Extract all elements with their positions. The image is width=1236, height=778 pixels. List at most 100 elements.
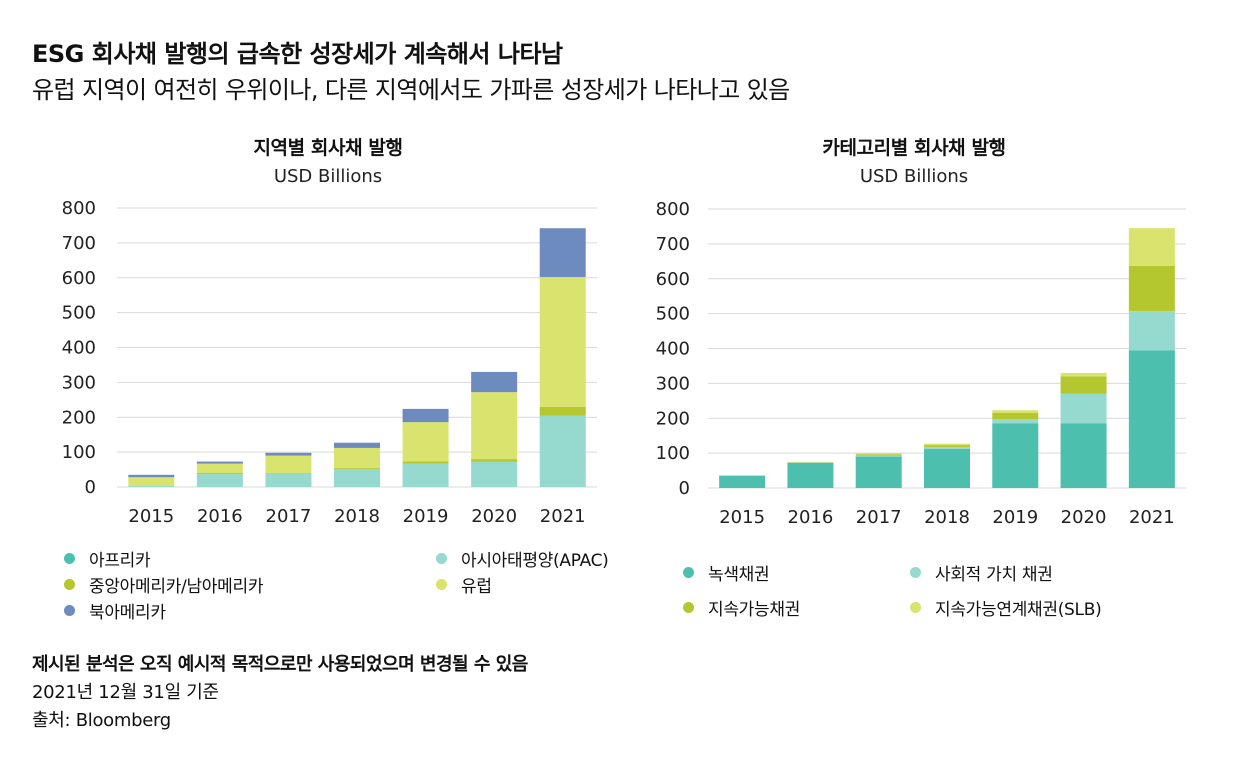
chart-2-bar-2021-series-1: [1128, 311, 1175, 351]
chart-2-category-label: 2016: [788, 507, 834, 528]
chart-2-bar-2021-series-3: [1128, 228, 1175, 266]
chart-2-bar-2019-series-2: [992, 413, 1039, 420]
legend-label: 중앙아메리카/남아메리카: [89, 577, 264, 597]
chart-2-legend-item: 녹색채권: [683, 560, 770, 585]
chart-2-legend-item: 지속가능채권: [683, 595, 800, 620]
chart-2-bar-2018-series-3: [924, 443, 970, 446]
chart-2-ytick-label: 500: [656, 304, 690, 325]
chart-2-legend-item: 사회적 가치 채권: [910, 560, 1053, 585]
chart-1-bar-2016-series-2: [196, 473, 243, 475]
chart-2-bar-2019-series-3: [992, 410, 1039, 414]
chart-2-category-label: 2017: [856, 507, 902, 528]
chart-2-bar-2019-series-0: [992, 423, 1039, 488]
chart-1-category-label: 2015: [128, 506, 174, 527]
chart-1-bar-2020-series-3: [471, 392, 518, 460]
legend-swatch-icon: [436, 553, 447, 564]
chart-2-category-label: 2020: [1061, 507, 1107, 528]
chart-1-bar-2021-series-2: [539, 406, 586, 416]
page-title: ESG 회사채 발행의 급속한 성장세가 계속해서 나타남: [32, 40, 563, 68]
chart-1-bar-2019-series-2: [402, 461, 449, 464]
chart-2-ytick-label: 0: [679, 478, 690, 499]
chart-2-bar-2020-series-1: [1060, 393, 1107, 424]
chart-2-category-label: 2018: [924, 507, 970, 528]
chart-1-ytick-label: 100: [62, 442, 96, 463]
chart-1-legend-item: 아프리카: [64, 546, 151, 571]
legend-label: 북아메리카: [89, 603, 166, 623]
legend-swatch-icon: [436, 579, 447, 590]
chart-2-ytick-label: 600: [656, 269, 690, 290]
footnote-date: 2021년 12월 31일 기준: [32, 682, 219, 703]
chart-1-bar-2015-series-1: [128, 485, 175, 487]
chart-1-bar-2016-series-4: [196, 461, 243, 464]
chart-1-category-label: 2017: [266, 506, 312, 527]
chart-1-bar-2018-series-3: [334, 447, 380, 468]
legend-swatch-icon: [64, 605, 75, 616]
chart-1-bar-2020-series-4: [471, 371, 518, 393]
chart-1-bar-2020-series-1: [471, 461, 518, 487]
chart-1-legend-item: 중앙아메리카/남아메리카: [64, 572, 263, 597]
chart-1-ytick-label: 0: [85, 477, 96, 498]
chart-1-bar-2018-series-2: [334, 467, 380, 469]
legend-swatch-icon: [683, 602, 694, 613]
chart-1-bar-2016-series-1: [196, 474, 243, 487]
chart-2-title: 카테고리별 회사채 발행: [822, 137, 1006, 159]
chart-1-bar-2017-series-1: [265, 473, 312, 487]
chart-1-ytick-label: 200: [62, 407, 96, 428]
chart-1-bar-2020-series-2: [471, 459, 518, 462]
chart-1-category-label: 2019: [403, 506, 449, 527]
chart-2-ytick-label: 300: [656, 373, 690, 394]
chart-2-unit: USD Billions: [859, 166, 969, 187]
legend-label: 지속가능채권: [708, 600, 801, 620]
chart-2-ytick-label: 700: [656, 234, 690, 255]
chart-1-ytick-label: 300: [62, 372, 96, 393]
chart-1-bar-2019-series-4: [402, 408, 449, 423]
chart-2-bar-2017-series-2: [855, 454, 902, 456]
chart-1-bar-2021-series-1: [539, 415, 586, 487]
legend-label: 유럽: [461, 577, 492, 597]
chart-1-ytick-label: 500: [62, 303, 96, 324]
chart-1-legend-item: 유럽: [436, 572, 492, 597]
chart-1-ytick-label: 600: [62, 268, 96, 289]
chart-2-bar-2020-series-0: [1060, 423, 1107, 488]
chart-1-category-label: 2018: [334, 506, 380, 527]
footnote-source: 출처: Bloomberg: [32, 710, 171, 731]
chart-1-bar-2018-series-1: [334, 468, 380, 487]
chart-2-ytick-label: 800: [656, 199, 690, 220]
chart-2-ytick-label: 100: [656, 443, 690, 464]
chart-2-bar-2020-series-3: [1060, 372, 1107, 377]
chart-2-bar-2016-series-0: [787, 462, 834, 488]
chart-2-category-label: 2015: [719, 507, 765, 528]
chart-2-ytick-label: 200: [656, 408, 690, 429]
chart-1-bar-2016-series-3: [196, 463, 243, 474]
chart-1-ytick-label: 800: [62, 198, 96, 219]
chart-1-bar-2019-series-1: [402, 463, 449, 487]
chart-2-bar-2015-series-0: [719, 475, 766, 488]
chart-2-ytick-label: 400: [656, 339, 690, 360]
chart-1-bar-2021-series-4: [539, 228, 586, 278]
legend-swatch-icon: [910, 567, 921, 578]
chart-2-bar-2021-series-2: [1128, 265, 1175, 312]
chart-2-category-label: 2019: [992, 507, 1038, 528]
chart-1-bar-2015-series-4: [128, 474, 175, 478]
chart-2-bar-2018-series-1: [924, 447, 970, 449]
legend-swatch-icon: [910, 602, 921, 613]
chart-1-bar-2017-series-3: [265, 455, 312, 474]
chart-1-category-label: 2021: [540, 506, 586, 527]
chart-1-legend-item: 북아메리카: [64, 598, 166, 623]
chart-1-unit: USD Billions: [273, 166, 383, 187]
chart-1-bar-2017-series-2: [265, 473, 312, 474]
chart-1-ytick-label: 700: [62, 233, 96, 254]
chart-1-category-label: 2016: [197, 506, 243, 527]
chart-2-bar-2018-series-0: [924, 448, 970, 488]
chart-1-bar-2015-series-3: [128, 477, 175, 486]
legend-label: 녹색채권: [708, 565, 770, 585]
chart-2-bar-2015-series-3: [719, 475, 766, 476]
chart-1-category-label: 2020: [471, 506, 517, 527]
chart-2-category-label: 2021: [1129, 507, 1175, 528]
chart-1-bar-2018-series-4: [334, 442, 380, 448]
chart-1-bar-2019-series-3: [402, 422, 449, 462]
legend-label: 아시아태평양(APAC): [461, 551, 609, 571]
chart-2-bar-2020-series-2: [1060, 376, 1107, 394]
page-subtitle: 유럽 지역이 여전히 우위이나, 다른 지역에서도 가파른 성장세가 나타나고 …: [32, 76, 790, 104]
